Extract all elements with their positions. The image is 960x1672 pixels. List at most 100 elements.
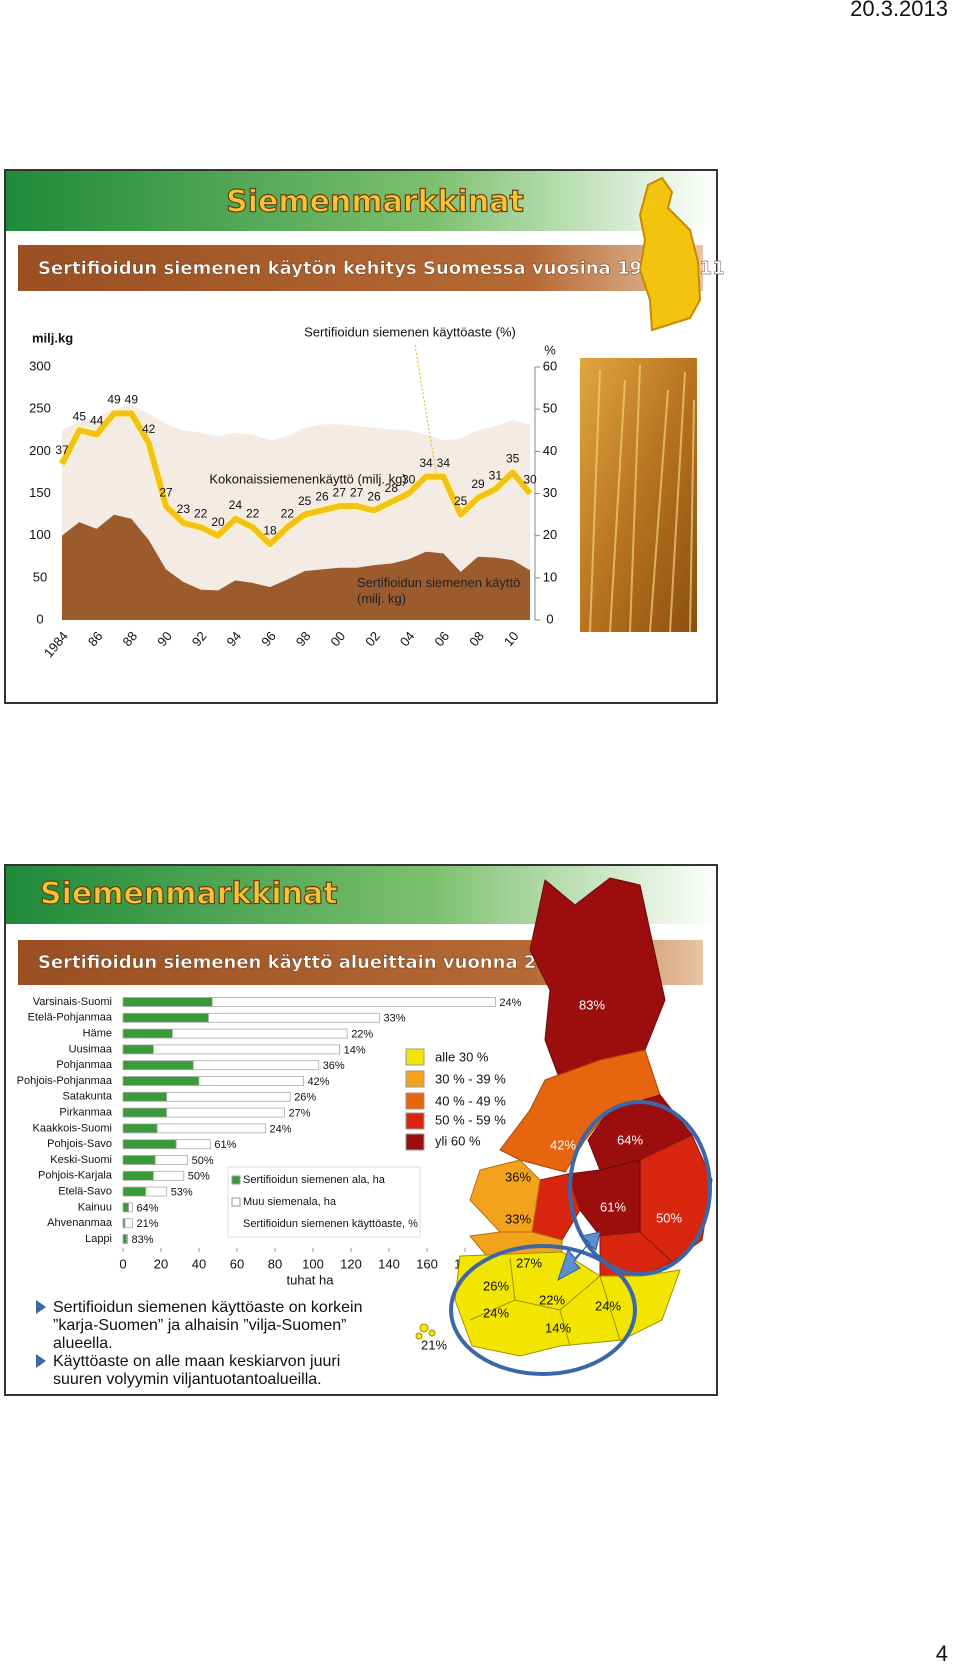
bar (175, 1139, 211, 1150)
x-tick-label: 80 (268, 1256, 282, 1271)
bar (122, 1139, 177, 1150)
data-label: 27 (159, 485, 173, 499)
x-tick-label: 40 (192, 1256, 206, 1271)
highlight-circle (568, 1100, 712, 1276)
category-label: Etelä-Pohjanmaa (28, 1012, 113, 1024)
legend-swatch (405, 1133, 425, 1151)
data-label: 30 (402, 473, 416, 487)
page-number: 4 (936, 1641, 948, 1666)
category-label: Pohjois-Karjala (38, 1170, 113, 1182)
legend-swatch (405, 1070, 425, 1088)
region (499, 1049, 661, 1173)
bullet-marker (36, 1354, 46, 1368)
legend-swatch (405, 1092, 425, 1110)
legend-box (227, 1166, 421, 1238)
bar (126, 1234, 128, 1244)
data-label: 36% (323, 1060, 345, 1072)
map-label: 64% (617, 1132, 643, 1147)
arrow (557, 1231, 601, 1282)
y2-axis-label: % (544, 342, 556, 357)
data-label: 27% (289, 1108, 311, 1120)
finland-icon (638, 176, 702, 332)
data-label: 22 (281, 506, 295, 520)
data-label: 33% (384, 1013, 406, 1025)
highlight-circle (449, 1244, 637, 1376)
map-labels: 83% 42% 64% 36% 33% 61% 50% 27% 26% 22% … (421, 997, 682, 1352)
data-label: 29 (471, 477, 485, 491)
slide-title: Siemenmarkkinat (226, 185, 524, 220)
legend-label: 30 % - 39 % (435, 1071, 506, 1086)
bar (122, 1234, 128, 1244)
x-axis-label: tuhat ha (287, 1272, 335, 1287)
bar (192, 1060, 320, 1071)
wheat-stalks (589, 364, 695, 633)
bar (122, 1155, 156, 1165)
area (62, 514, 530, 620)
bar (122, 1091, 168, 1102)
bar (122, 997, 213, 1007)
y2-tick-label: 60 (543, 358, 557, 373)
bar (152, 1044, 340, 1055)
bar (122, 1012, 209, 1023)
chart-title: Sertifioidun siemenen käyttö alueittain … (38, 952, 574, 973)
bullet-marker (36, 1300, 46, 1314)
data-label: 50% (192, 1155, 214, 1167)
data-label: 18 (263, 523, 277, 537)
category-label: Kaakkois-Suomi (33, 1122, 112, 1134)
map-label: 14% (545, 1320, 571, 1335)
data-label: 28 (385, 481, 399, 495)
map-label: 83% (579, 997, 605, 1012)
data-label: 21% (137, 1218, 159, 1230)
bullet-text: Sertifioidun siemenen käyttöaste on kork… (53, 1299, 363, 1352)
bar (122, 1186, 147, 1197)
data-label: 25 (454, 494, 468, 508)
bar (211, 997, 496, 1007)
y-tick-label: 300 (29, 358, 51, 373)
annotation: Kokonaissiemenenkäyttö (milj. kg) (209, 471, 406, 486)
slide-title: Siemenmarkkinat (40, 877, 338, 912)
date: 20.3.2013 (850, 0, 948, 21)
bar (122, 1202, 130, 1213)
map-label: 33% (505, 1211, 531, 1226)
legend-swatch (231, 1175, 241, 1185)
legend-label: alle 30 % (435, 1049, 489, 1064)
data-label: 50% (188, 1171, 210, 1183)
area-annotation: Sertifioidun siemenen käyttö (milj. kg) (357, 575, 521, 606)
category-label: Pirkanmaa (59, 1107, 112, 1119)
x-tick-label: 100 (302, 1256, 324, 1271)
data-label: 26% (294, 1092, 316, 1104)
category-label: Pohjois-Savo (47, 1138, 112, 1150)
bar (171, 1028, 348, 1039)
y-tick-label: 150 (29, 485, 51, 500)
map-label: 26% (483, 1278, 509, 1293)
legend-swatch (405, 1112, 425, 1130)
data-label: 49 (125, 393, 139, 407)
title-bar (6, 171, 716, 231)
data-label: 34 (419, 456, 433, 470)
data-label: 34 (437, 456, 451, 470)
category-label: Etelä-Savo (58, 1186, 112, 1198)
data-label: 49 (107, 393, 121, 407)
map-label: 24% (483, 1305, 509, 1320)
bar (154, 1155, 189, 1165)
y-tick-label: 250 (29, 401, 51, 416)
category-label: Kainuu (78, 1201, 112, 1213)
annotation: Sertifioidun siemenen käyttöaste (%) (304, 324, 516, 339)
data-label: 35 (506, 452, 520, 466)
category-label: Satakunta (62, 1091, 112, 1103)
bar (128, 1202, 133, 1213)
category-label: Varsinais-Suomi (33, 996, 112, 1008)
data-label: 22 (246, 506, 260, 520)
category-label: Lappi (85, 1233, 112, 1245)
bar (166, 1107, 285, 1118)
legend-swatch (231, 1197, 241, 1207)
data-label: 24 (229, 498, 243, 512)
legend-label: Sertifioidun siemenen ala, ha (243, 1174, 386, 1186)
x-tick-label: 60 (230, 1256, 244, 1271)
category-label: Uusimaa (69, 1043, 113, 1055)
data-label: 27 (333, 485, 347, 499)
legend-label: yli 60 % (435, 1133, 481, 1148)
x-tick-label: 20 (154, 1256, 168, 1271)
data-label: 31 (489, 468, 503, 482)
